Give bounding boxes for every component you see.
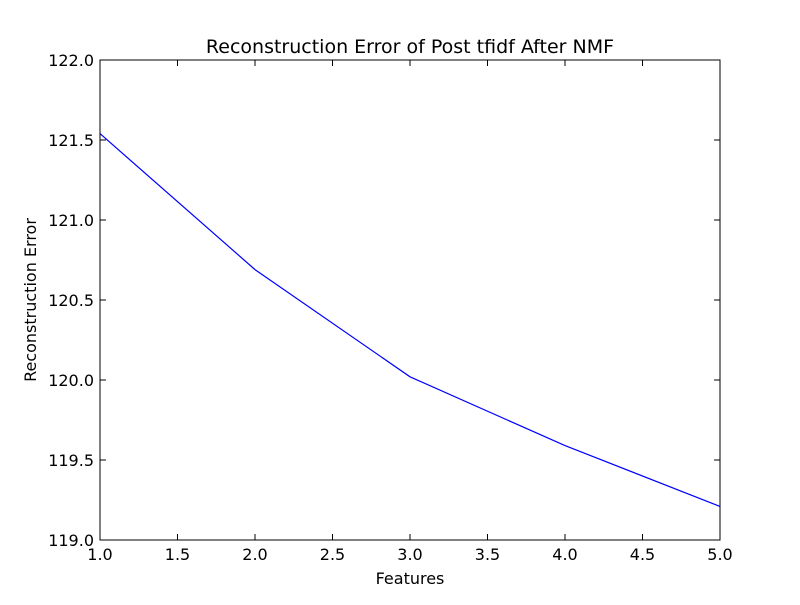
x-tick-label: 1.5 (165, 545, 190, 564)
y-tick-label: 120.0 (48, 371, 94, 390)
x-tick-label: 3.0 (397, 545, 422, 564)
x-tick-label: 3.5 (475, 545, 500, 564)
x-tick-label: 2.5 (320, 545, 345, 564)
series-line (99, 133, 721, 507)
x-tick-label: 5.0 (707, 545, 732, 564)
x-tick-label: 4.5 (630, 545, 655, 564)
y-tick-label: 121.0 (48, 211, 94, 230)
tick-labels: 1.0 1.5 2.0 2.5 3.0 3.5 4.0 4.5 5.0 119.0 119.5 120… (48, 51, 733, 564)
plot-frame (99, 59, 721, 541)
y-tick-label: 119.5 (48, 451, 94, 470)
x-tick-label: 4.0 (552, 545, 577, 564)
x-tick-label: 2.0 (242, 545, 267, 564)
y-tick-label: 121.5 (48, 131, 94, 150)
x-tick-label: 1.0 (87, 545, 112, 564)
y-axis-label: Reconstruction Error (21, 218, 40, 382)
y-tick-label: 120.5 (48, 291, 94, 310)
y-tick-label: 119.0 (48, 531, 94, 550)
series-group (99, 133, 721, 507)
chart-title: Reconstruction Error of Post tfidf After… (206, 36, 614, 58)
x-axis-label: Features (376, 569, 445, 588)
plot-area (100, 60, 720, 540)
y-tick-label: 122.0 (48, 51, 94, 70)
